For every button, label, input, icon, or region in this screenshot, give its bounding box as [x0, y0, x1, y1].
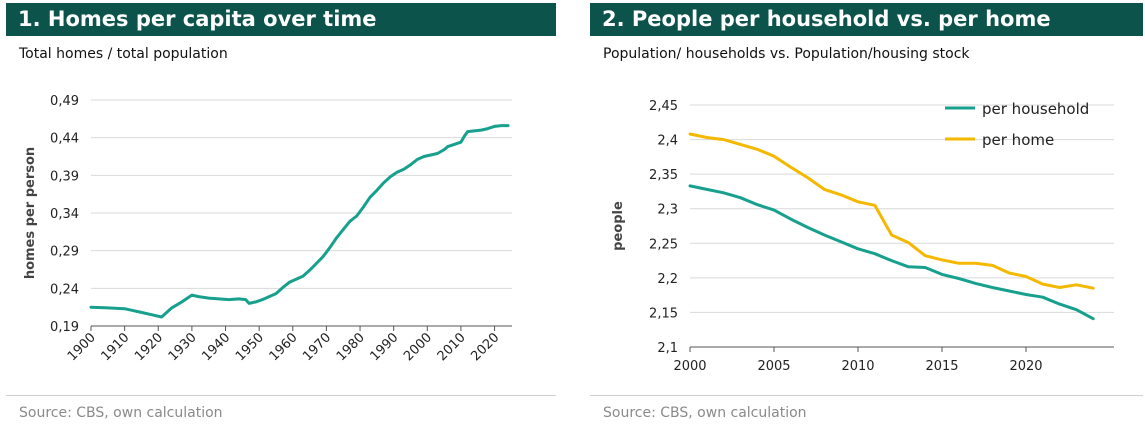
x-tick-label: 2015	[925, 359, 958, 374]
y-tick-label: 0,44	[50, 132, 79, 147]
y-tick-label: 0,29	[50, 245, 79, 260]
y-tick-label: 0,19	[50, 320, 79, 335]
y-tick-label: 0,34	[50, 207, 79, 222]
y-axis-title: people	[611, 201, 626, 251]
y-tick-label: 2,3	[657, 203, 678, 218]
y-axis-title: homes per person	[23, 147, 38, 279]
line-chart-people-per-household: 2,1 2,15 2,2 2,25 2,3 2,35 2,4 2,45 2000 2005 2010…	[611, 99, 1114, 374]
x-tick-label: 1980	[334, 330, 368, 364]
x-tick-label: 1930	[166, 330, 200, 364]
chart-subtitle: Population/ households vs. Population/ho…	[603, 46, 970, 62]
series-line-homes-per-person	[89, 124, 510, 319]
x-tick-label: 2010	[435, 330, 469, 364]
x-tick-label: 1900	[65, 330, 99, 364]
legend-label: per home	[982, 131, 1054, 149]
divider	[590, 395, 1143, 396]
legend-label: per household	[982, 100, 1089, 118]
y-tick-label: 2,4	[657, 134, 678, 149]
x-tick-label: 2010	[841, 359, 874, 374]
series-line-per-home	[688, 132, 1095, 290]
y-tick-label: 0,39	[50, 169, 79, 184]
x-tick-label: 2000	[673, 359, 706, 374]
source-note: Source: CBS, own calculation	[19, 405, 223, 421]
chart-title: 2. People per household vs. per home	[590, 3, 1143, 36]
chart-panel-homes-per-capita: 1. Homes per capita over time Total home…	[6, 0, 556, 428]
y-tick-label: 0,24	[50, 282, 79, 297]
x-tick-label: 2000	[401, 330, 435, 364]
x-tick-label: 1990	[367, 330, 401, 364]
chart-panel-people-per-household: 2. People per household vs. per home Pop…	[590, 0, 1143, 428]
y-tick-label: 2,25	[649, 237, 678, 252]
x-tick-label: 1950	[233, 330, 267, 364]
series-line-per-household	[688, 184, 1095, 321]
y-tick-label: 0,49	[50, 94, 79, 109]
x-tick-label: 2020	[468, 330, 502, 364]
x-tick-label: 1940	[199, 330, 233, 364]
chart-title: 1. Homes per capita over time	[6, 3, 556, 36]
line-chart-homes-per-capita: 0,19 0,24 0,29 0,34 0,39 0,44 0,49 1900 1910 1920…	[23, 94, 512, 364]
y-tick-label: 2,15	[649, 306, 678, 321]
y-tick-label: 2,45	[649, 99, 678, 114]
divider	[6, 395, 556, 396]
chart-subtitle: Total homes / total population	[19, 46, 228, 62]
x-tick-label: 1960	[267, 330, 301, 364]
y-tick-label: 2,1	[657, 341, 678, 356]
x-tick-label: 1920	[132, 330, 166, 364]
source-note: Source: CBS, own calculation	[603, 405, 807, 421]
x-tick-label: 2005	[757, 359, 790, 374]
x-tick-label: 2020	[1009, 359, 1042, 374]
x-tick-label: 1970	[300, 330, 334, 364]
x-tick-label: 1910	[98, 330, 132, 364]
y-tick-label: 2,2	[657, 272, 678, 287]
y-tick-label: 2,35	[649, 168, 678, 183]
